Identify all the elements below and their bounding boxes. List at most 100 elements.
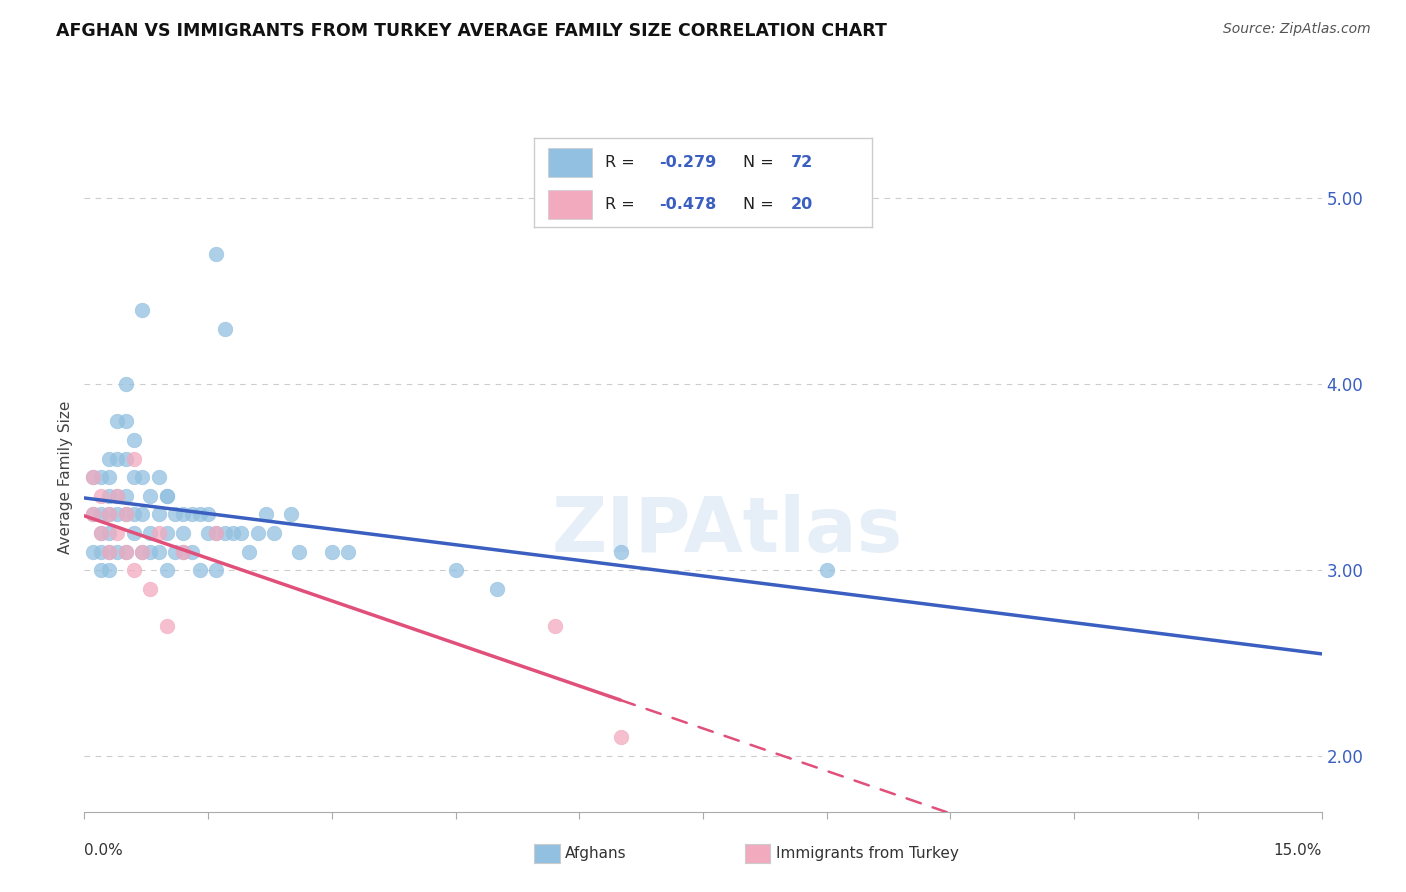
FancyBboxPatch shape (548, 190, 592, 219)
Y-axis label: Average Family Size: Average Family Size (58, 401, 73, 554)
Point (98, 508, 121, 522)
Point (172, 544, 194, 558)
Text: Immigrants from Turkey: Immigrants from Turkey (776, 847, 959, 861)
Point (609, 731, 631, 745)
Point (165, 508, 187, 522)
Text: -0.478: -0.478 (659, 197, 717, 211)
Point (90, 470, 112, 484)
Point (172, 508, 194, 522)
Point (214, 321, 236, 335)
Point (114, 414, 136, 429)
Point (197, 508, 219, 522)
Text: 20: 20 (790, 197, 813, 211)
Point (98, 525, 121, 540)
Point (156, 525, 179, 540)
Point (98, 470, 121, 484)
Point (114, 544, 136, 558)
Point (321, 544, 343, 558)
Point (337, 544, 360, 558)
Point (180, 508, 202, 522)
Point (98, 544, 121, 558)
Point (105, 489, 128, 503)
Point (139, 544, 162, 558)
Point (148, 525, 170, 540)
Point (280, 508, 302, 522)
Point (82, 544, 104, 558)
Point (105, 544, 128, 558)
Point (131, 508, 153, 522)
Point (172, 525, 194, 540)
Point (609, 544, 631, 558)
Point (197, 525, 219, 540)
Point (205, 525, 228, 540)
Point (114, 377, 136, 392)
Text: N =: N = (744, 197, 779, 211)
Text: Afghans: Afghans (565, 847, 627, 861)
Point (114, 544, 136, 558)
Point (122, 563, 145, 577)
Point (188, 563, 211, 577)
Point (485, 582, 508, 596)
Text: N =: N = (744, 155, 779, 169)
Point (815, 563, 838, 577)
Point (82, 470, 104, 484)
Point (131, 470, 153, 484)
Point (131, 302, 153, 317)
Text: -0.279: -0.279 (659, 155, 717, 169)
Point (172, 544, 194, 558)
Point (105, 414, 128, 429)
Point (98, 451, 121, 466)
Point (114, 508, 136, 522)
Point (148, 544, 170, 558)
Point (105, 451, 128, 466)
Point (98, 563, 121, 577)
Point (543, 619, 565, 633)
Point (114, 489, 136, 503)
Point (90, 508, 112, 522)
Point (156, 489, 179, 503)
Point (90, 563, 112, 577)
Point (205, 247, 228, 261)
Point (122, 470, 145, 484)
Point (148, 508, 170, 522)
Point (205, 563, 228, 577)
Point (444, 563, 467, 577)
Point (214, 525, 236, 540)
Point (254, 508, 277, 522)
Text: Source: ZipAtlas.com: Source: ZipAtlas.com (1223, 22, 1371, 37)
Point (205, 525, 228, 540)
Point (139, 489, 162, 503)
Point (98, 489, 121, 503)
Point (105, 489, 128, 503)
FancyBboxPatch shape (548, 148, 592, 177)
Point (229, 525, 252, 540)
Point (188, 508, 211, 522)
Point (114, 508, 136, 522)
Point (288, 544, 311, 558)
Point (156, 489, 179, 503)
Point (156, 563, 179, 577)
Point (105, 508, 128, 522)
Point (222, 525, 245, 540)
Point (105, 525, 128, 540)
Point (82, 508, 104, 522)
Point (90, 525, 112, 540)
Point (156, 619, 179, 633)
Point (148, 470, 170, 484)
Point (90, 544, 112, 558)
Point (98, 544, 121, 558)
Point (122, 451, 145, 466)
Point (122, 525, 145, 540)
Point (98, 508, 121, 522)
Point (82, 508, 104, 522)
Point (238, 544, 260, 558)
Point (139, 582, 162, 596)
Point (122, 508, 145, 522)
Text: R =: R = (605, 155, 640, 169)
Point (90, 525, 112, 540)
Point (90, 489, 112, 503)
Text: R =: R = (605, 197, 640, 211)
Point (131, 544, 153, 558)
Text: ZIPAtlas: ZIPAtlas (553, 494, 904, 567)
Point (165, 544, 187, 558)
